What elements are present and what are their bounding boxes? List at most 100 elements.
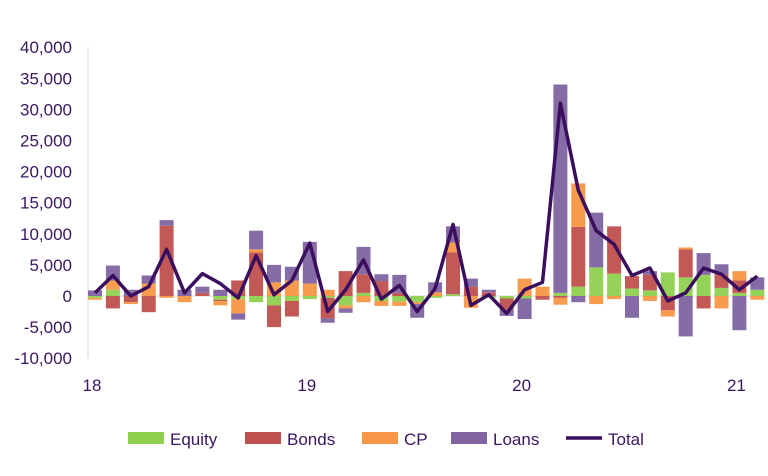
x-tick-label: 18: [83, 376, 102, 395]
legend-swatch-equity: [128, 432, 164, 444]
bar-equity: [338, 296, 353, 306]
bar-bonds: [696, 296, 711, 309]
bar-cp: [231, 299, 246, 314]
y-tick-label: 35,000: [20, 69, 72, 88]
bar-equity: [392, 296, 407, 302]
bar-bonds: [463, 286, 478, 296]
y-tick-label: 20,000: [20, 163, 72, 182]
bar-cp: [535, 286, 550, 296]
bar-bonds: [356, 274, 371, 293]
bar-equity: [607, 273, 622, 296]
bar-bonds: [284, 300, 299, 317]
legend-label: Total: [608, 430, 644, 449]
bar-loans: [696, 253, 711, 275]
bar-equity: [571, 286, 586, 296]
bar-loans: [571, 296, 586, 303]
y-tick-label: -5,000: [24, 318, 72, 337]
bar-bonds: [195, 292, 210, 296]
bar-equity: [88, 296, 102, 298]
bar-cp: [607, 296, 622, 300]
legend-swatch-cp: [362, 432, 398, 444]
bar-loans: [195, 286, 210, 293]
bars: [88, 84, 765, 337]
y-tick-label: -10,000: [14, 349, 72, 368]
bar-loans: [338, 308, 353, 313]
total-line-path: [93, 101, 759, 316]
bar-equity: [750, 289, 765, 296]
bar-cp: [589, 296, 604, 305]
legend-label: Equity: [170, 430, 218, 449]
bar-cp: [660, 310, 675, 317]
bar-equity: [284, 296, 299, 301]
bar-equity: [499, 296, 514, 299]
y-tick-label: 0: [63, 287, 72, 306]
bar-equity: [660, 272, 675, 296]
bar-equity: [517, 296, 532, 299]
bar-cp: [320, 289, 335, 296]
bar-bonds: [678, 249, 693, 278]
bar-bonds: [392, 292, 407, 296]
bar-bonds: [213, 299, 228, 301]
bar-equity: [553, 292, 568, 296]
legend-label: Loans: [493, 430, 539, 449]
bar-equity: [410, 296, 425, 303]
bar-cp: [249, 249, 264, 253]
bar-cp: [678, 247, 693, 250]
bar-equity: [267, 296, 281, 306]
bar-loans: [123, 289, 138, 296]
bar-equity: [714, 287, 729, 296]
bar-bonds: [446, 252, 460, 295]
bar-equity: [625, 288, 639, 296]
bar-loans: [642, 271, 657, 275]
bar-equity: [642, 290, 657, 296]
bar-loans: [463, 278, 478, 287]
bar-bonds: [338, 271, 353, 296]
bar-equity: [105, 289, 120, 296]
x-tick-label: 21: [727, 376, 746, 395]
bar-loans: [213, 289, 228, 296]
bar-equity: [428, 296, 443, 298]
bar-loans: [374, 274, 389, 282]
legend-swatch-loans: [451, 432, 487, 444]
bar-equity: [213, 296, 228, 300]
bar-loans: [714, 264, 729, 275]
bar-loans: [678, 296, 693, 337]
y-tick-label: 30,000: [20, 100, 72, 119]
bar-cp: [714, 296, 729, 309]
bar-bonds: [642, 274, 657, 291]
bar-cp: [392, 301, 407, 306]
legend: Equity Bonds CP Loans Total: [128, 430, 644, 449]
bar-cp: [159, 296, 174, 298]
bar-loans: [159, 220, 174, 226]
legend-label: CP: [404, 430, 428, 449]
bar-loans: [249, 230, 264, 250]
bar-bonds: [267, 305, 281, 328]
legend-swatch-bonds: [245, 432, 281, 444]
bar-bonds: [123, 296, 138, 303]
bar-cp: [446, 242, 460, 253]
bar-bonds: [499, 298, 514, 310]
bar-cp: [732, 271, 747, 281]
bar-bonds: [141, 296, 156, 313]
total-line: [93, 101, 759, 316]
bar-cp: [374, 300, 389, 306]
bar-equity: [249, 296, 264, 303]
bar-cp: [642, 296, 657, 301]
bar-bonds: [105, 296, 120, 309]
bar-equity: [589, 267, 604, 296]
legend-label: Bonds: [287, 430, 335, 449]
bar-bonds: [159, 225, 174, 296]
bar-bonds: [625, 276, 639, 289]
bar-cp: [750, 296, 765, 300]
y-tick-label: 40,000: [20, 38, 72, 57]
bar-cp: [123, 302, 138, 305]
y-tick-label: 10,000: [20, 225, 72, 244]
bar-loans: [481, 289, 496, 293]
bar-bonds: [553, 296, 568, 298]
bar-bonds: [732, 280, 747, 293]
bar-bonds: [535, 296, 550, 300]
bar-equity: [446, 294, 460, 296]
bar-bonds: [607, 226, 622, 274]
bar-equity: [356, 292, 371, 296]
